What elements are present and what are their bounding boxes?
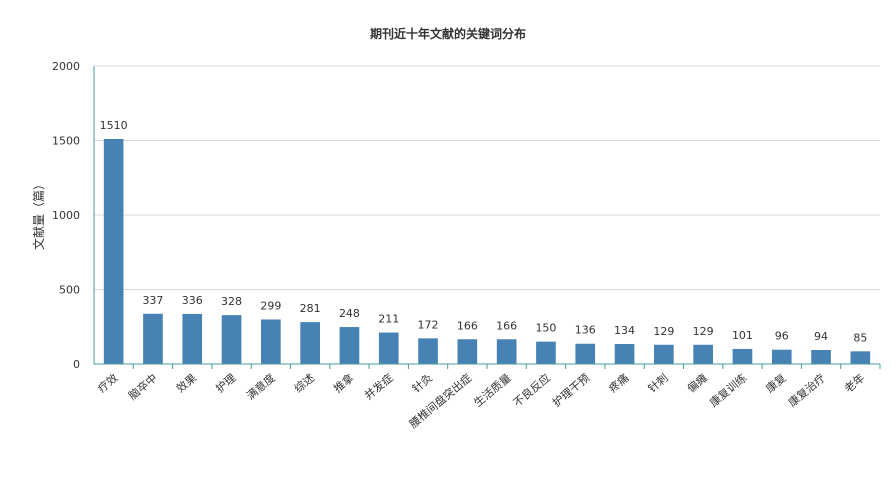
y-axis-ticks: 0 500 1000 1500 2000 xyxy=(52,60,80,371)
data-label: 85 xyxy=(853,331,867,344)
data-label: 328 xyxy=(221,295,242,308)
data-label: 337 xyxy=(142,294,163,307)
bar xyxy=(536,341,556,364)
x-tick-label: 生活质量 xyxy=(471,371,514,410)
y-tick-label: 0 xyxy=(73,358,80,371)
x-tick-label: 综述 xyxy=(291,371,317,396)
data-label: 336 xyxy=(182,294,203,307)
gridlines xyxy=(94,65,880,290)
data-label: 150 xyxy=(535,322,556,335)
x-tick-label: 老年 xyxy=(841,371,867,396)
y-tick-label: 500 xyxy=(59,284,80,297)
x-tick-label: 满意度 xyxy=(243,371,277,403)
data-label: 129 xyxy=(653,325,674,338)
bar xyxy=(182,313,203,364)
data-label: 101 xyxy=(732,329,753,342)
data-label: 94 xyxy=(814,330,828,343)
data-label: 129 xyxy=(693,325,714,338)
x-tick-label: 针灸 xyxy=(409,371,435,396)
bar xyxy=(654,344,674,364)
bar xyxy=(418,338,438,364)
data-label: 172 xyxy=(418,318,439,331)
x-tick-label: 并发症 xyxy=(361,371,395,403)
bar xyxy=(614,344,635,364)
bar xyxy=(850,351,871,364)
x-tick-label: 疼痛 xyxy=(606,371,632,396)
x-tick-label: 疗效 xyxy=(95,371,121,396)
bar xyxy=(732,348,753,364)
data-label: 211 xyxy=(378,313,399,326)
data-label: 281 xyxy=(300,302,321,315)
bar xyxy=(221,315,242,364)
bar xyxy=(103,139,124,364)
x-tick-label: 护理干预 xyxy=(549,371,592,410)
x-tick-label: 效果 xyxy=(173,371,199,396)
y-axis-label: 文献量（篇） xyxy=(31,178,46,250)
data-label: 166 xyxy=(496,319,517,332)
data-label: 136 xyxy=(575,324,596,337)
x-tick-label: 康复 xyxy=(763,371,789,396)
bar xyxy=(378,332,399,364)
bar xyxy=(300,322,320,364)
x-tick-label: 脑卒中 xyxy=(126,371,160,403)
x-tick-label: 偏瘫 xyxy=(684,371,710,396)
data-label: 299 xyxy=(260,299,281,312)
x-tick-label: 针刺 xyxy=(645,371,671,396)
data-label: 166 xyxy=(457,319,478,332)
bar xyxy=(457,339,478,364)
data-label: 96 xyxy=(775,330,789,343)
bar xyxy=(811,349,831,364)
data-labels: 1510 337 336 328 299 281 248 211 172 166 166 150 136… xyxy=(100,119,868,344)
data-label: 134 xyxy=(614,324,635,337)
bar xyxy=(143,313,163,364)
chart-title: 期刊近十年文献的关键词分布 xyxy=(370,26,526,41)
bar xyxy=(339,327,360,364)
y-tick-label: 1500 xyxy=(52,135,80,148)
x-tick-label: 康复治疗 xyxy=(785,371,828,410)
bars xyxy=(103,139,871,364)
x-tick-label: 护理 xyxy=(213,371,239,396)
data-label: 1510 xyxy=(100,119,128,132)
y-tick-label: 1000 xyxy=(52,209,80,222)
bar xyxy=(575,343,596,364)
y-tick-label: 2000 xyxy=(52,60,80,73)
x-tick-label: 不良反应 xyxy=(510,371,553,410)
bar xyxy=(496,339,517,364)
x-tick-label: 推拿 xyxy=(331,371,357,396)
data-label: 248 xyxy=(339,307,360,320)
bar xyxy=(261,319,281,364)
x-axis-ticks: 疗效 脑卒中 效果 护理 满意度 综述 推拿 并发症 针灸腰椎间盘突出症生活质量不良反应护理干预… xyxy=(95,364,881,431)
bar xyxy=(693,344,713,364)
bar xyxy=(771,349,792,364)
x-tick-label: 康复训练 xyxy=(707,371,750,410)
